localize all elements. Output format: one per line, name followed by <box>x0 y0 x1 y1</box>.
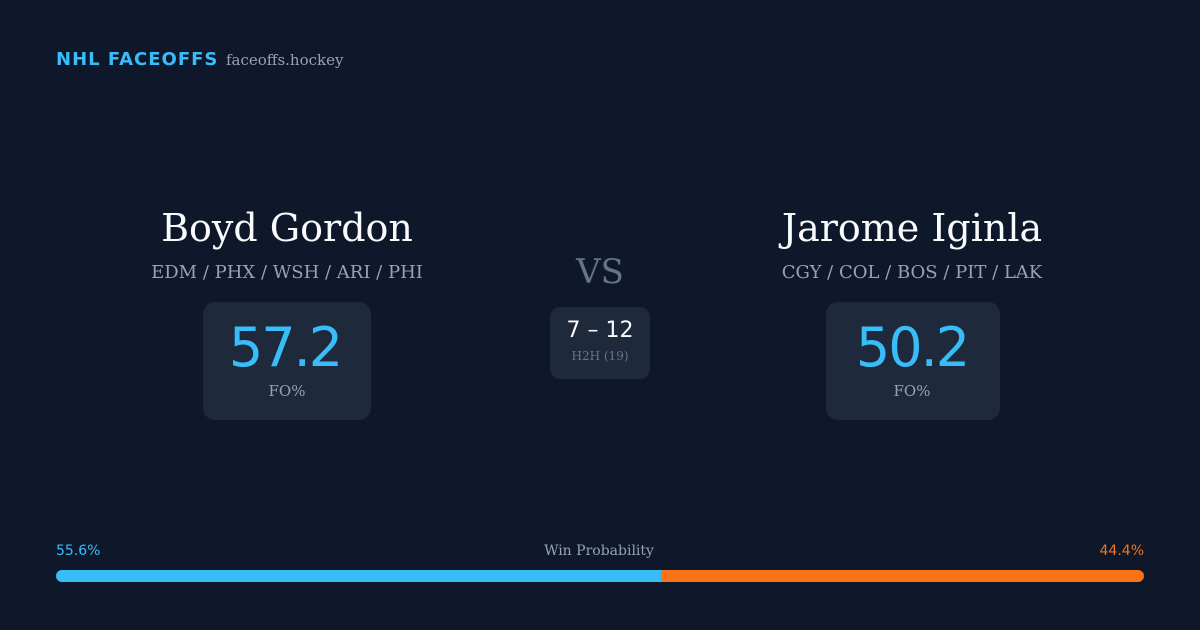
brand-title: NHL FACEOFFS <box>56 49 219 70</box>
versus: VS <box>576 252 624 292</box>
stat-box <box>203 302 371 420</box>
win-prob-title: Win Probability <box>544 543 654 559</box>
faceoff-pct: 50.2 <box>855 316 970 379</box>
player-name: Jarome Iginla <box>781 206 1043 250</box>
player-teams: EDM / PHX / WSH / ARI / PHI <box>151 262 423 283</box>
stat-box <box>826 302 1000 420</box>
h2h-score: 7 – 12 <box>566 318 634 343</box>
win-prob-right: 44.4% <box>1099 543 1144 559</box>
faceoff-label: FO% <box>268 382 306 400</box>
site-name: faceoffs.hockey <box>226 51 344 69</box>
win-prob-segment <box>56 570 661 582</box>
player-name: Boyd Gordon <box>161 206 413 250</box>
h2h-label: H2H (19) <box>571 349 629 363</box>
faceoff-label: FO% <box>893 382 931 400</box>
win-prob-left: 55.6% <box>56 543 101 559</box>
h2h-box <box>550 307 650 379</box>
player-teams: CGY / COL / BOS / PIT / LAK <box>781 262 1043 283</box>
faceoff-pct: 57.2 <box>228 316 343 379</box>
win-prob-segment <box>660 570 1144 582</box>
